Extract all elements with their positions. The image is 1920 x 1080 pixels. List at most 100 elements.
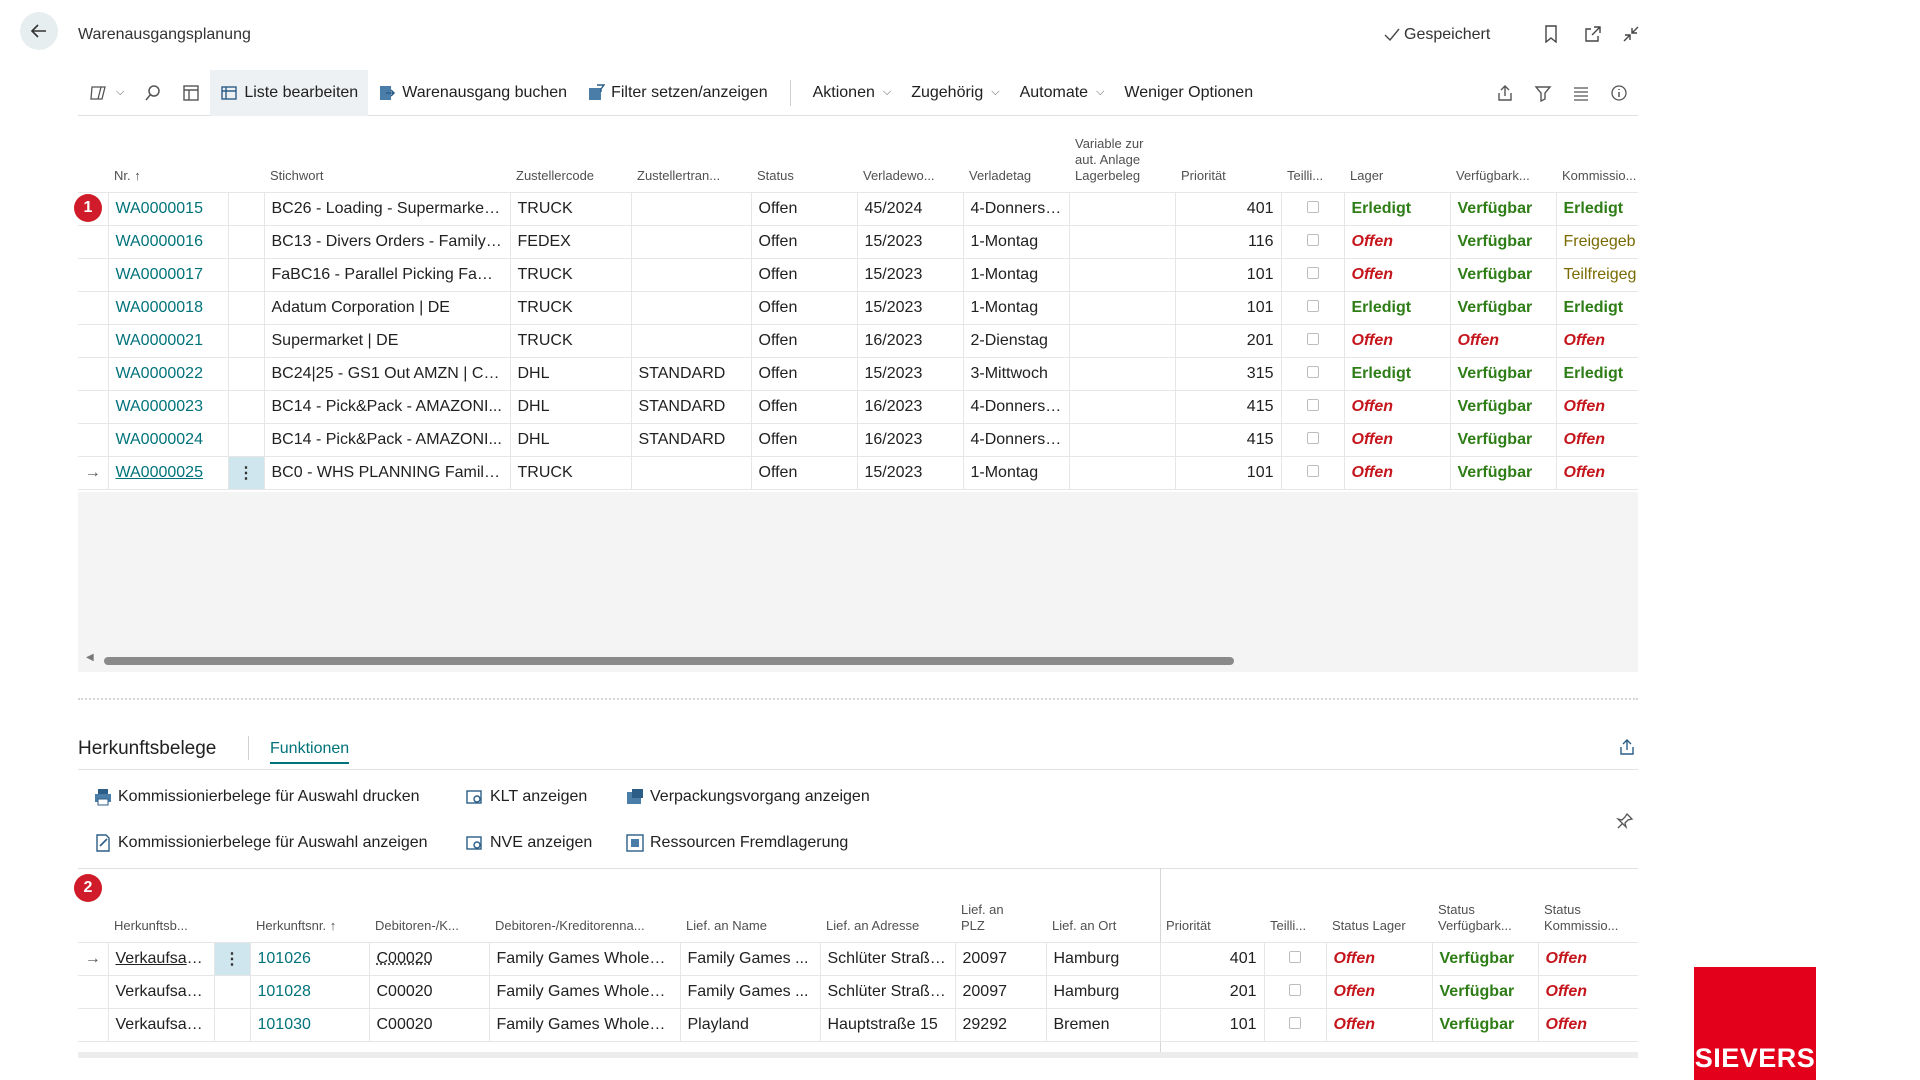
post-shipment-button[interactable]: Warenausgang buchen xyxy=(368,70,577,116)
scrollbar-thumb[interactable] xyxy=(104,657,1234,665)
cell-nr[interactable]: WA0000025 xyxy=(108,456,229,490)
automate-menu[interactable]: Automate ⌵ xyxy=(1010,70,1115,116)
table-row[interactable]: WA0000015 BC26 - Loading - Supermarket ..… xyxy=(78,191,1638,226)
cell-partial[interactable] xyxy=(1281,390,1345,424)
cell-variable[interactable] xyxy=(1069,258,1176,292)
collapse-button[interactable] xyxy=(1620,23,1642,45)
cell-nr[interactable]: WA0000015 xyxy=(108,191,229,226)
cell-carrier-service[interactable] xyxy=(631,456,752,490)
col-header-source-doc[interactable]: Herkunftsb... xyxy=(114,917,188,933)
cell-nr[interactable]: WA0000021 xyxy=(108,324,229,358)
cell-load-week[interactable]: 16/2023 xyxy=(857,324,964,358)
cell-carrier[interactable]: DHL xyxy=(510,357,632,391)
checkbox[interactable] xyxy=(1306,299,1319,312)
col-header-availability[interactable]: Verfügbark... xyxy=(1456,167,1530,183)
cell-variable[interactable] xyxy=(1069,225,1176,259)
open-new-window-button[interactable] xyxy=(1582,23,1604,45)
cell-load-week[interactable]: 15/2023 xyxy=(857,291,964,325)
cell-variable[interactable] xyxy=(1069,390,1176,424)
cell-keyword[interactable]: BC24|25 - GS1 Out AMZN | Car... xyxy=(264,357,511,391)
col-header-ship-city[interactable]: Lief. an Ort xyxy=(1052,917,1117,933)
cell-carrier[interactable]: TRUCK xyxy=(510,258,632,292)
cell-ship-city[interactable]: Hamburg xyxy=(1046,941,1161,976)
cell-source-doc[interactable]: Verkaufsau... xyxy=(108,941,215,976)
cell-partial[interactable] xyxy=(1264,941,1327,976)
checkbox[interactable] xyxy=(1289,950,1301,963)
cell-ship-address[interactable]: Hauptstraße 15 xyxy=(820,1008,956,1042)
cell-priority[interactable]: 201 xyxy=(1160,975,1265,1009)
cell-carrier[interactable]: TRUCK xyxy=(510,456,632,490)
col-header-priority[interactable]: Priorität xyxy=(1166,917,1211,933)
cell-carrier[interactable]: DHL xyxy=(510,423,632,457)
cell-status[interactable]: Offen xyxy=(751,258,858,292)
cell-carrier[interactable]: FEDEX xyxy=(510,225,632,259)
cell-load-day[interactable]: 2-Dienstag xyxy=(963,324,1070,358)
table-row[interactable]: WA0000024 BC14 - Pick&Pack - AMAZONI... DH… xyxy=(78,423,1638,457)
cell-debtor-name[interactable]: Family Games Wholesa... xyxy=(489,1008,681,1042)
col-header-nr[interactable]: Nr. ↑ xyxy=(114,167,141,183)
cell-ship-name[interactable]: Playland xyxy=(680,1008,821,1042)
col-header-partial[interactable]: Teilli... xyxy=(1270,917,1307,933)
cell-load-day[interactable]: 3-Mittwoch xyxy=(963,357,1070,391)
row-menu[interactable]: ⋮ xyxy=(228,456,265,490)
cell-keyword[interactable]: BC0 - WHS PLANNING Family ... xyxy=(264,456,511,490)
table-row[interactable]: Verkaufsau... 101028 C00020 Family Games Wh… xyxy=(78,975,1638,1009)
show-klt-button[interactable]: KLT anzeigen xyxy=(466,788,587,806)
table-row[interactable]: WA0000016 BC13 - Divers Orders - Family .… xyxy=(78,225,1638,259)
cell-ship-address[interactable]: Schlüter Straße... xyxy=(820,975,956,1009)
cell-ship-city[interactable]: Bremen xyxy=(1046,1008,1161,1042)
cell-carrier[interactable]: TRUCK xyxy=(510,291,632,325)
cell-carrier-service[interactable]: STANDARD xyxy=(631,390,752,424)
cell-debtor-no[interactable]: C00020 xyxy=(369,1008,490,1042)
cell-load-day[interactable]: 1-Montag xyxy=(963,291,1070,325)
col-header-status-availability[interactable]: Status Verfügbark... xyxy=(1438,901,1512,933)
cell-load-week[interactable]: 16/2023 xyxy=(857,390,964,424)
cell-partial[interactable] xyxy=(1264,1008,1327,1042)
col-header-picking[interactable]: Kommissio... xyxy=(1562,167,1637,183)
cell-priority[interactable]: 315 xyxy=(1175,357,1282,391)
cell-partial[interactable] xyxy=(1281,324,1345,358)
cell-priority[interactable]: 116 xyxy=(1175,225,1282,259)
cell-carrier[interactable]: TRUCK xyxy=(510,191,632,226)
table-row[interactable]: WA0000018 Adatum Corporation | DE TRUCK Off… xyxy=(78,291,1638,325)
show-picks-button[interactable]: Kommissionierbelege für Auswahl anzeigen xyxy=(94,834,428,852)
cell-partial[interactable] xyxy=(1281,423,1345,457)
cell-keyword[interactable]: BC14 - Pick&Pack - AMAZONI... xyxy=(264,423,511,457)
col-header-carrier[interactable]: Zustellercode xyxy=(516,167,595,183)
checkbox[interactable] xyxy=(1289,983,1301,996)
cell-status[interactable]: Offen xyxy=(751,423,858,457)
cell-carrier-service[interactable] xyxy=(631,225,752,259)
cell-partial[interactable] xyxy=(1281,191,1345,226)
cell-priority[interactable]: 401 xyxy=(1160,941,1265,976)
cell-carrier-service[interactable] xyxy=(631,324,752,358)
col-header-ship-address[interactable]: Lief. an Adresse xyxy=(826,917,920,933)
cell-debtor-name[interactable]: Family Games Wholesa... xyxy=(489,975,681,1009)
filter-pane-button[interactable] xyxy=(1524,70,1562,116)
cell-nr[interactable]: WA0000017 xyxy=(108,258,229,292)
cell-nr[interactable]: WA0000016 xyxy=(108,225,229,259)
table-row[interactable]: WA0000017 FaBC16 - Parallel Picking Famil… xyxy=(78,258,1638,292)
cell-ship-address[interactable]: Schlüter Straße... xyxy=(820,941,956,976)
cell-load-week[interactable]: 45/2024 xyxy=(857,191,964,226)
checkbox[interactable] xyxy=(1306,365,1319,378)
cell-keyword[interactable]: BC13 - Divers Orders - Family ... xyxy=(264,225,511,259)
print-picks-button[interactable]: Kommissionierbelege für Auswahl drucken xyxy=(94,788,419,806)
table-row[interactable]: WA0000021 Supermarket | DE TRUCK Offen 16/20… xyxy=(78,324,1638,358)
col-header-keyword[interactable]: Stichwort xyxy=(270,167,324,183)
cell-variable[interactable] xyxy=(1069,191,1176,226)
cell-variable[interactable] xyxy=(1069,357,1176,391)
cell-carrier-service[interactable]: STANDARD xyxy=(631,357,752,391)
cell-partial[interactable] xyxy=(1281,258,1345,292)
cell-load-day[interactable]: 4-Donnerst... xyxy=(963,191,1070,226)
cell-load-day[interactable]: 1-Montag xyxy=(963,258,1070,292)
search-button[interactable] xyxy=(134,70,172,116)
table-row[interactable]: → Verkaufsau... ⋮ 101026 C00020 Family Games … xyxy=(78,941,1638,976)
cell-partial[interactable] xyxy=(1264,975,1327,1009)
checkbox[interactable] xyxy=(1306,398,1319,411)
related-menu[interactable]: Zugehörig ⌵ xyxy=(901,70,1009,116)
cell-ship-name[interactable]: Family Games ... xyxy=(680,941,821,976)
cell-source-no[interactable]: 101030 xyxy=(250,1008,370,1042)
cell-source-doc[interactable]: Verkaufsau... xyxy=(108,1008,215,1042)
cell-source-doc[interactable]: Verkaufsau... xyxy=(108,975,215,1009)
cell-variable[interactable] xyxy=(1069,324,1176,358)
